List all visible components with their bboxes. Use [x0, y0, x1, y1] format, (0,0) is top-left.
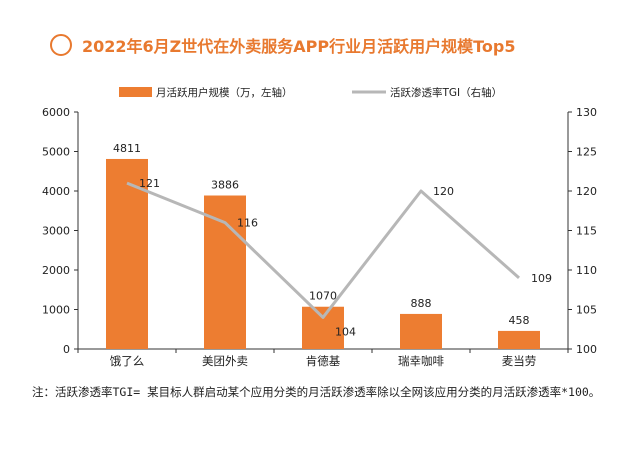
line-data-label: 120 [433, 185, 454, 198]
line-data-label: 109 [531, 272, 552, 285]
line-data-label: 104 [335, 325, 356, 338]
y-right-tick-label: 105 [576, 304, 597, 317]
bar [302, 306, 344, 349]
y-left-tick-label: 0 [63, 343, 70, 356]
x-tick-label: 麦当劳 [502, 354, 537, 368]
y-left-tick-label: 1000 [42, 304, 70, 317]
x-tick-label: 瑞幸咖啡 [398, 354, 444, 368]
y-left-tick-label: 2000 [42, 264, 70, 277]
circle-icon [50, 34, 72, 56]
footnote: 注：活跃渗透率TGI= 某目标人群启动某个应用分类的月活跃渗透率除以全网该应用分… [32, 385, 601, 399]
bar-data-label: 888 [411, 297, 432, 310]
y-right-tick-label: 125 [576, 146, 597, 159]
y-left-tick-label: 4000 [42, 185, 70, 198]
y-right-tick-label: 130 [576, 106, 597, 119]
x-tick-label: 美团外卖 [202, 354, 248, 368]
bar-data-label: 1070 [309, 290, 337, 303]
bar-data-label: 458 [509, 314, 530, 327]
bar [498, 330, 540, 349]
legend-bar-label: 月活跃用户规模（万，左轴） [156, 86, 293, 99]
y-right-tick-label: 115 [576, 225, 597, 238]
y-left-tick-label: 6000 [42, 106, 70, 119]
chart-title-row: 2022年6月Z世代在外卖服务APP行业月活跃用户规模Top5 [50, 30, 515, 60]
y-right-tick-label: 120 [576, 185, 597, 198]
legend-line-label: 活跃渗透率TGI（右轴） [390, 86, 502, 99]
x-tick-label: 肯德基 [306, 354, 341, 368]
line-data-label: 121 [139, 177, 160, 190]
legend-bar-swatch [119, 87, 152, 97]
x-tick-label: 饿了么 [110, 354, 145, 368]
chart-title: 2022年6月Z世代在外卖服务APP行业月活跃用户规模Top5 [82, 37, 516, 56]
bar-data-label: 3886 [211, 179, 239, 192]
bar [106, 158, 148, 349]
bar-data-label: 4811 [113, 142, 141, 155]
y-left-tick-label: 3000 [42, 225, 70, 238]
y-right-tick-label: 110 [576, 264, 597, 277]
combo-chart: 月活跃用户规模（万，左轴） 活跃渗透率TGI（右轴） 0 1000 2000 3000 40… [42, 86, 597, 368]
y-right-tick-label: 100 [576, 343, 597, 356]
bar [400, 313, 442, 349]
line-data-label: 116 [237, 217, 258, 230]
y-left-tick-label: 5000 [42, 146, 70, 159]
